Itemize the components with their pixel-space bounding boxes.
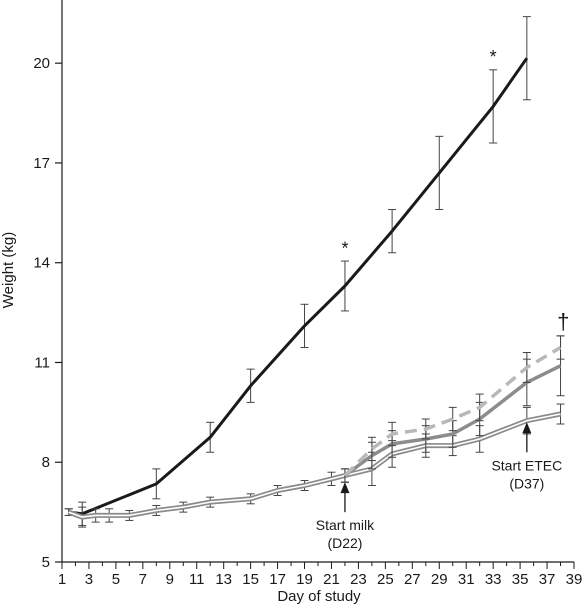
- x-tick-label: 11: [189, 571, 205, 588]
- y-tick-label: 11: [34, 354, 50, 371]
- dagger-marker: †: [557, 309, 569, 334]
- series-double-gray-line-inner: [68, 413, 561, 518]
- x-tick-label: 9: [166, 571, 174, 588]
- x-tick-label: 21: [323, 571, 340, 588]
- x-tick-label: 31: [458, 571, 475, 588]
- x-tick-label: 29: [431, 571, 448, 588]
- series-solid-black-error-bar: [522, 16, 531, 101]
- x-tick-label: 7: [139, 571, 147, 588]
- significance-marker: *: [341, 238, 348, 258]
- series-double-gray-line-outer: [67, 411, 561, 520]
- y-tick-label: 14: [33, 255, 50, 272]
- series-dashed-gray-line: [343, 345, 562, 477]
- annotations: * * † Start milk (D22) Start ETEC (D37): [316, 47, 570, 551]
- x-tick-label: 17: [269, 571, 286, 588]
- x-tick-label: 19: [296, 571, 313, 588]
- y-tick-label: 17: [33, 155, 50, 172]
- chart-marks: [64, 16, 565, 528]
- annotation-label: Start ETEC: [491, 457, 562, 473]
- series-dashed-gray-error-bar: [556, 335, 565, 360]
- x-tick-label: 13: [215, 571, 232, 588]
- x-tick-label: 25: [377, 571, 394, 588]
- y-tick-label: 5: [42, 554, 50, 571]
- x-tick-label: 23: [350, 571, 367, 588]
- y-axis-title: Weight (kg): [0, 232, 17, 308]
- annotation-label: Start milk: [316, 517, 375, 533]
- annotation-sublabel: (D37): [509, 475, 544, 491]
- y-tick-label: 20: [33, 55, 50, 72]
- series-double-gray-error-bar: [556, 403, 565, 425]
- y-tick-label: 8: [42, 454, 50, 471]
- x-tick-label: 1: [58, 571, 66, 588]
- x-tick-label: 33: [485, 571, 502, 588]
- x-tick-label: 27: [404, 571, 421, 588]
- x-tick-label: 39: [566, 571, 583, 588]
- x-tick-label: 15: [242, 571, 259, 588]
- x-axis-title: Day of study: [277, 588, 361, 605]
- annotation-arrow-head: [340, 482, 350, 494]
- series-solid-black-line: [68, 57, 529, 516]
- x-tick-label: 5: [112, 571, 120, 588]
- significance-marker: *: [490, 47, 497, 67]
- x-tick-label: 35: [512, 571, 529, 588]
- annotation-sublabel: (D22): [327, 535, 362, 551]
- series-dashed-gray-error-bar: [367, 436, 376, 462]
- annotation-arrow-head: [522, 422, 532, 434]
- x-tick-label: 37: [539, 571, 556, 588]
- series-solid-gray-line: [343, 364, 562, 477]
- x-tick-label: 3: [85, 571, 93, 588]
